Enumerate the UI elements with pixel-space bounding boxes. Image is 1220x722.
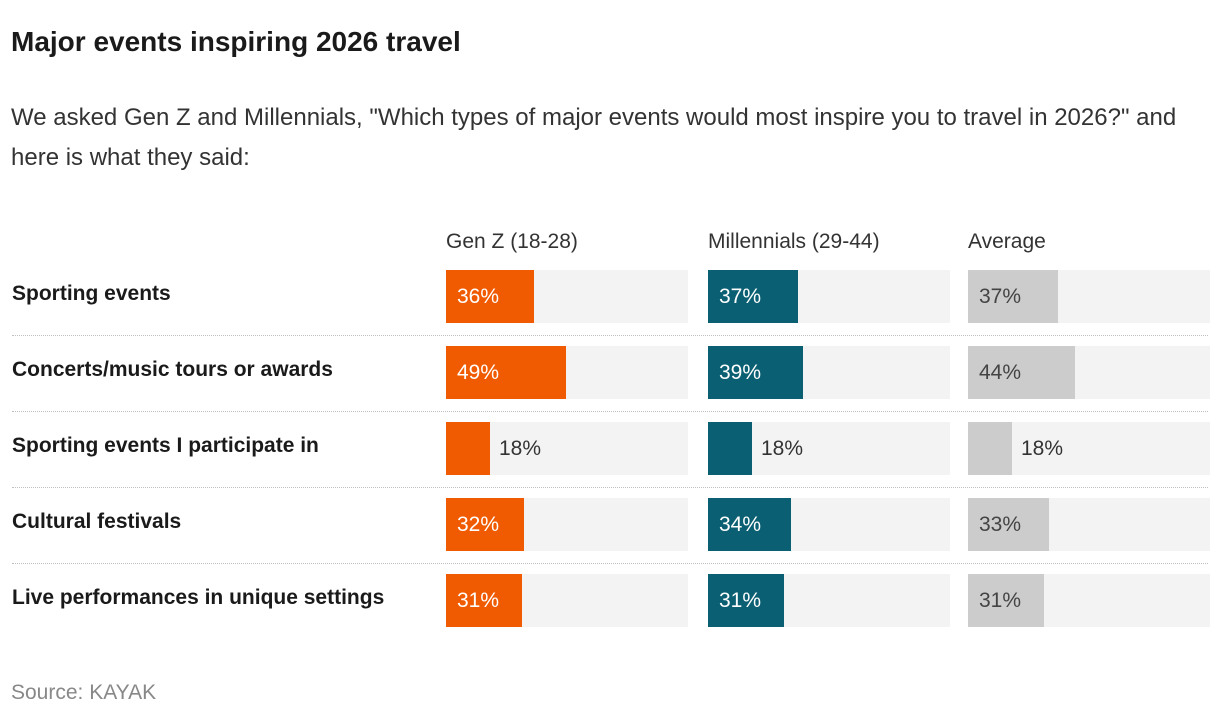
bar-average <box>968 270 1058 323</box>
bar-millennials <box>708 346 803 399</box>
bar-genz <box>446 346 566 399</box>
bar-track: 31% <box>968 574 1210 627</box>
data-label: 18% <box>761 437 804 460</box>
bar-average <box>968 346 1075 399</box>
data-label: 49% <box>457 361 500 384</box>
data-label: 32% <box>457 513 500 536</box>
chart-subtitle: We asked Gen Z and Millennials, "Which t… <box>11 104 1177 171</box>
row-divider <box>12 487 1208 488</box>
legend-genz: Gen Z (18-28) <box>446 230 578 253</box>
bar-track: 33% <box>968 498 1210 551</box>
bar-genz <box>446 422 490 475</box>
bar-millennials <box>708 574 784 627</box>
data-label: 37% <box>979 285 1022 308</box>
bar-track: 39% <box>708 346 950 399</box>
bar-track: 34% <box>708 498 950 551</box>
bar-millennials <box>708 498 791 551</box>
bar-track: 36% <box>446 270 688 323</box>
bar-track: 37% <box>708 270 950 323</box>
chart-title: Major events inspiring 2026 travel <box>11 26 461 57</box>
legend-average: Average <box>968 230 1046 253</box>
data-label: 44% <box>979 361 1022 384</box>
bar-genz <box>446 270 534 323</box>
bar-average <box>968 498 1049 551</box>
bar-track: 31% <box>446 574 688 627</box>
row-divider <box>12 335 1208 336</box>
bar-genz <box>446 574 522 627</box>
data-label: 34% <box>719 513 762 536</box>
bar-average <box>968 422 1012 475</box>
data-label: 18% <box>499 437 542 460</box>
bar-track: 18% <box>968 422 1210 475</box>
data-label: 36% <box>457 285 500 308</box>
category-label: Sporting events <box>12 282 171 305</box>
category-label: Live performances in unique settings <box>12 586 385 609</box>
data-label: 33% <box>979 513 1022 536</box>
data-label: 37% <box>719 285 762 308</box>
source-note: Source: KAYAK <box>11 681 157 704</box>
bar-average <box>968 574 1044 627</box>
data-label: 31% <box>719 589 762 612</box>
category-label: Cultural festivals <box>12 510 182 533</box>
bar-track: 37% <box>968 270 1210 323</box>
data-label: 31% <box>979 589 1022 612</box>
bar-millennials <box>708 422 752 475</box>
data-label: 31% <box>457 589 500 612</box>
bar-genz <box>446 498 524 551</box>
bar-track: 31% <box>708 574 950 627</box>
category-label: Sporting events I participate in <box>12 434 319 457</box>
bar-track: 49% <box>446 346 688 399</box>
bar-track: 44% <box>968 346 1210 399</box>
bar-track: 18% <box>708 422 950 475</box>
data-label: 39% <box>719 361 762 384</box>
category-label: Concerts/music tours or awards <box>12 358 333 381</box>
bar-track: 18% <box>446 422 688 475</box>
bar-millennials <box>708 270 798 323</box>
row-divider <box>12 563 1208 564</box>
row-divider <box>12 411 1208 412</box>
bar-track: 32% <box>446 498 688 551</box>
data-label: 18% <box>1021 437 1064 460</box>
legend-millennials: Millennials (29-44) <box>708 230 880 253</box>
